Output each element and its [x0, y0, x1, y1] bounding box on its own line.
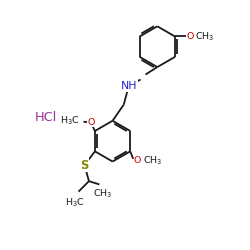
Text: S: S [80, 158, 89, 172]
Text: CH$_3$: CH$_3$ [93, 188, 113, 200]
Text: H$_3$C: H$_3$C [60, 115, 80, 127]
Text: H$_3$C: H$_3$C [65, 196, 85, 209]
Text: O: O [87, 118, 94, 127]
Text: CH$_3$: CH$_3$ [195, 30, 214, 43]
Text: NH: NH [120, 81, 137, 91]
Text: HCl: HCl [34, 111, 56, 124]
Text: CH$_3$: CH$_3$ [143, 154, 163, 167]
Text: O: O [134, 156, 141, 165]
Text: O: O [186, 32, 194, 41]
